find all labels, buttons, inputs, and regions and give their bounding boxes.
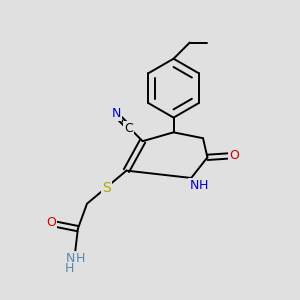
Text: N: N bbox=[190, 179, 199, 192]
Text: N: N bbox=[112, 107, 121, 120]
Text: H: H bbox=[199, 179, 208, 192]
Text: H: H bbox=[65, 262, 74, 275]
Text: C: C bbox=[124, 122, 133, 135]
Text: O: O bbox=[46, 216, 56, 229]
Text: N: N bbox=[66, 253, 75, 266]
Text: O: O bbox=[229, 149, 239, 162]
Text: H: H bbox=[76, 253, 85, 266]
Text: S: S bbox=[102, 181, 110, 195]
